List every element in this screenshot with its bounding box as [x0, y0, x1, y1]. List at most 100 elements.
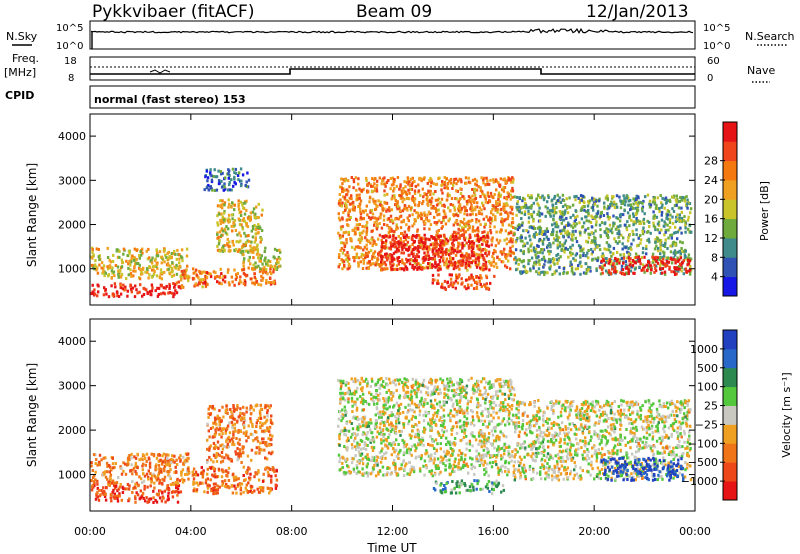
- heatmap-cell: [428, 266, 431, 270]
- heatmap-cell: [242, 243, 245, 247]
- heatmap-cell: [500, 217, 503, 221]
- heatmap-cell: [387, 179, 390, 182]
- heatmap-cell: [575, 194, 578, 198]
- heatmap-cell: [435, 182, 439, 186]
- heatmap-cell: [552, 260, 555, 264]
- heatmap-cell: [221, 432, 224, 436]
- heatmap-cell: [683, 196, 686, 200]
- heatmap-cell: [661, 267, 665, 271]
- heatmap-cell: [256, 226, 259, 229]
- heatmap-cell: [337, 212, 340, 216]
- heatmap-cell: [397, 256, 401, 259]
- heatmap-cell: [624, 260, 628, 264]
- heatmap-cell: [620, 233, 623, 237]
- heatmap-cell: [185, 247, 189, 251]
- heatmap-cell: [507, 259, 510, 263]
- heatmap-cell: [413, 247, 416, 251]
- heatmap-cell: [216, 417, 219, 421]
- heatmap-cell: [597, 256, 600, 260]
- heatmap-cell: [397, 249, 400, 253]
- heatmap-cell: [584, 272, 588, 275]
- heatmap-cell: [411, 264, 414, 267]
- heatmap-cell: [437, 229, 440, 232]
- heatmap-cell: [423, 213, 426, 217]
- heatmap-cell: [648, 240, 651, 244]
- heatmap-cell: [586, 269, 589, 273]
- heatmap-cell: [211, 486, 214, 490]
- heatmap-cell: [221, 480, 224, 484]
- heatmap-cell: [511, 212, 514, 216]
- heatmap-cell: [563, 228, 566, 232]
- heatmap-cell: [660, 201, 663, 205]
- heatmap-cell: [262, 437, 265, 441]
- heatmap-cell: [266, 261, 269, 265]
- heatmap-cell: [245, 431, 248, 435]
- heatmap-cell: [406, 216, 409, 220]
- heatmap-cell: [117, 269, 120, 273]
- heatmap-cell: [412, 267, 416, 271]
- heatmap-cell: [456, 189, 459, 193]
- heatmap-cell: [606, 197, 609, 201]
- heatmap-cell: [675, 215, 678, 219]
- heatmap-cell: [213, 189, 216, 192]
- heatmap-cell: [221, 171, 224, 175]
- heatmap-cell: [423, 193, 427, 197]
- heatmap-cell: [592, 197, 596, 201]
- heatmap-cell: [175, 470, 178, 474]
- heatmap-cell: [646, 230, 649, 234]
- heatmap-cell: [418, 176, 421, 180]
- heatmap-cell: [558, 200, 561, 204]
- heatmap-cell: [498, 239, 502, 243]
- heatmap-cell: [206, 438, 209, 442]
- heatmap-cell: [477, 239, 481, 243]
- heatmap-cell: [662, 244, 665, 247]
- heatmap-cell: [675, 194, 678, 198]
- heatmap-cell: [459, 249, 462, 253]
- heatmap-cell: [224, 431, 227, 435]
- heatmap-cell: [248, 219, 252, 223]
- heatmap-cell: [102, 267, 105, 271]
- heatmap-cell: [434, 260, 437, 264]
- heatmap-cell: [504, 264, 507, 268]
- heatmap-cell: [662, 263, 665, 267]
- heatmap-cell: [259, 414, 262, 418]
- heatmap-cell: [356, 195, 359, 199]
- heatmap-cell: [354, 217, 358, 221]
- heatmap-cell: [134, 482, 137, 486]
- heatmap-cell: [168, 470, 171, 474]
- heatmap-cell: [271, 265, 274, 269]
- heatmap-cell: [603, 263, 606, 267]
- nsky-left-label: N.Sky: [6, 30, 38, 43]
- heatmap-cell: [427, 245, 431, 249]
- heatmap-cell: [247, 178, 251, 182]
- heatmap-cell: [142, 462, 145, 466]
- heatmap-cell: [216, 484, 219, 488]
- heatmap-cell: [352, 204, 355, 208]
- heatmap-cell: [380, 260, 383, 264]
- heatmap-cell: [469, 207, 472, 211]
- heatmap-cell: [423, 227, 426, 231]
- heatmap-cell: [577, 264, 580, 267]
- heatmap-cell: [245, 208, 248, 212]
- heatmap-cell: [477, 256, 480, 260]
- heatmap-cell: [216, 248, 220, 252]
- heatmap-cell: [618, 261, 621, 265]
- heatmap-cell: [623, 197, 626, 201]
- heatmap-cell: [469, 245, 472, 249]
- cpid-panel: [89, 85, 696, 109]
- colorbar-swatch: [723, 218, 737, 239]
- heatmap-cell: [126, 462, 130, 466]
- heatmap-cell: [463, 285, 466, 289]
- heatmap-cell: [465, 221, 468, 225]
- heatmap-cell: [371, 212, 375, 216]
- heatmap-cell: [363, 225, 367, 229]
- heatmap-cell: [569, 260, 572, 264]
- heatmap-cell: [401, 200, 404, 204]
- heatmap-cell: [488, 225, 492, 229]
- heatmap-cell: [511, 180, 515, 184]
- heatmap-cell: [644, 195, 647, 199]
- heatmap-cell: [180, 269, 183, 273]
- heatmap-cell: [579, 233, 582, 237]
- heatmap-cell: [263, 441, 266, 445]
- heatmap-cell: [533, 250, 537, 254]
